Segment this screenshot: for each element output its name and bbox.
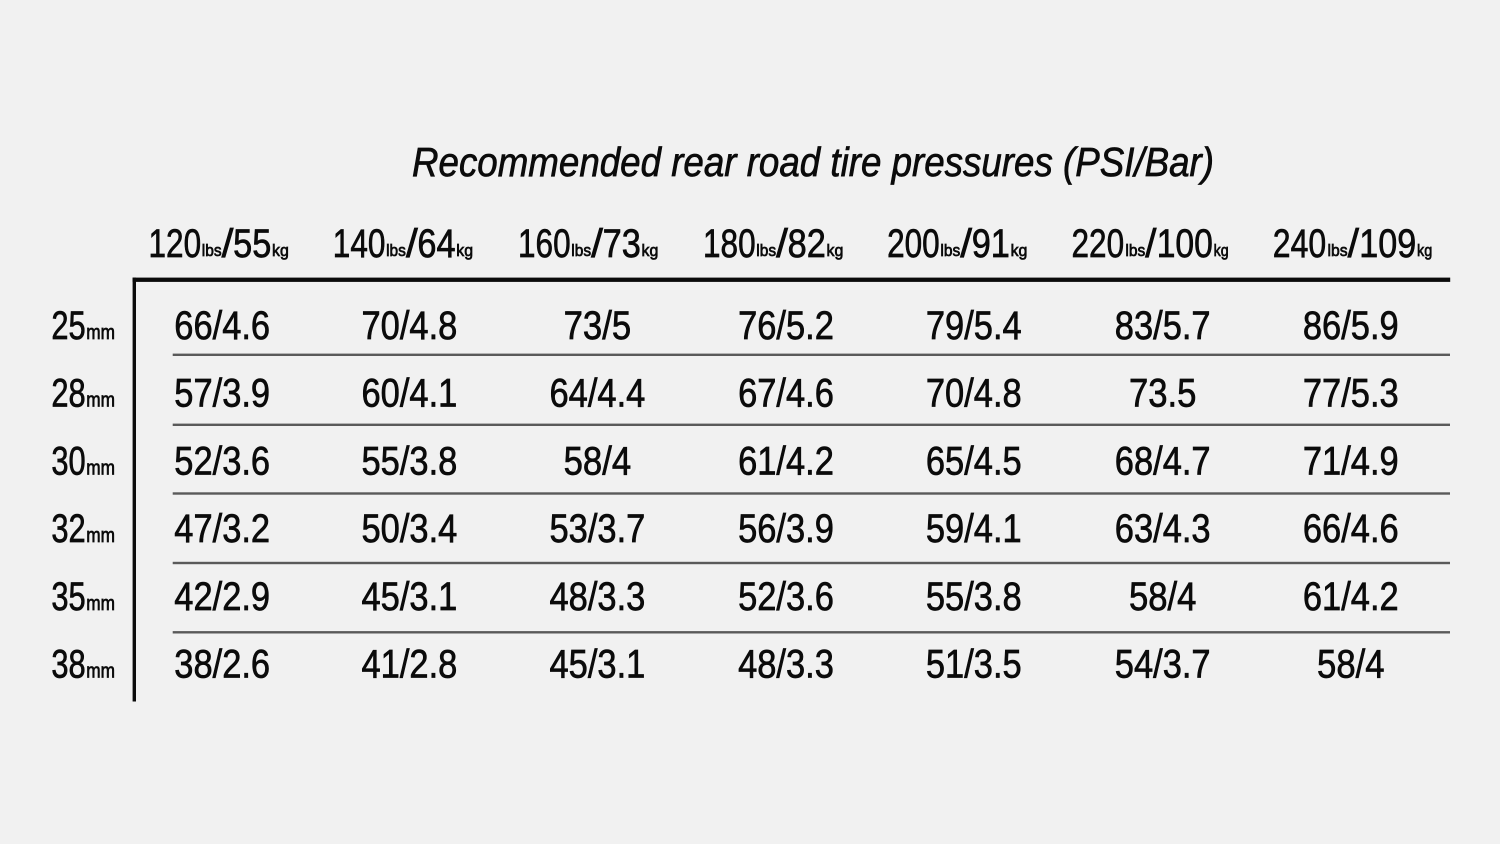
- svg-text:73: 73: [603, 222, 641, 266]
- svg-text:Recommended rear road tire pre: Recommended rear road tire pressures (PS…: [412, 139, 1214, 185]
- svg-text:79/5.4: 79/5.4: [926, 304, 1022, 348]
- svg-text:35: 35: [51, 575, 85, 619]
- svg-text:38/2.6: 38/2.6: [174, 643, 270, 687]
- svg-text:55/3.8: 55/3.8: [926, 575, 1022, 619]
- svg-text:kg: kg: [456, 241, 473, 260]
- svg-text:83/5.7: 83/5.7: [1115, 304, 1211, 348]
- svg-text:/: /: [591, 222, 604, 266]
- svg-text:91: 91: [972, 222, 1010, 266]
- svg-text:53/3.7: 53/3.7: [550, 507, 646, 551]
- svg-text:45/3.1: 45/3.1: [362, 575, 458, 619]
- svg-text:lbs: lbs: [940, 241, 960, 260]
- svg-text:50/3.4: 50/3.4: [362, 507, 458, 551]
- svg-text:82: 82: [788, 222, 826, 266]
- svg-text:lbs: lbs: [756, 241, 776, 260]
- svg-text:59/4.1: 59/4.1: [926, 507, 1022, 551]
- svg-text:/: /: [1348, 222, 1360, 266]
- svg-text:/: /: [776, 222, 789, 266]
- svg-text:68/4.7: 68/4.7: [1115, 440, 1211, 484]
- svg-text:64: 64: [417, 222, 455, 266]
- svg-text:mm: mm: [86, 593, 115, 615]
- svg-text:/: /: [222, 222, 235, 266]
- svg-text:lbs: lbs: [1328, 241, 1348, 260]
- svg-text:47/3.2: 47/3.2: [174, 507, 270, 551]
- svg-text:kg: kg: [272, 241, 289, 260]
- svg-text:65/4.5: 65/4.5: [926, 440, 1022, 484]
- svg-text:120: 120: [149, 222, 202, 266]
- svg-text:mm: mm: [86, 525, 115, 547]
- svg-text:58/4: 58/4: [1317, 643, 1385, 687]
- svg-text:/: /: [406, 222, 419, 266]
- svg-text:kg: kg: [827, 241, 844, 260]
- svg-text:kg: kg: [642, 241, 659, 260]
- svg-text:66/4.6: 66/4.6: [1303, 507, 1399, 551]
- svg-text:mm: mm: [86, 322, 115, 344]
- svg-text:lbs: lbs: [386, 241, 406, 260]
- svg-text:66/4.6: 66/4.6: [174, 304, 270, 348]
- svg-text:/: /: [960, 222, 973, 266]
- svg-text:51/3.5: 51/3.5: [926, 643, 1022, 687]
- svg-text:lbs: lbs: [202, 241, 222, 260]
- svg-text:54/3.7: 54/3.7: [1115, 643, 1211, 687]
- svg-text:/: /: [1145, 222, 1157, 266]
- svg-text:140: 140: [333, 222, 386, 266]
- svg-text:48/3.3: 48/3.3: [738, 643, 834, 687]
- svg-text:220: 220: [1072, 222, 1125, 266]
- svg-text:52/3.6: 52/3.6: [174, 440, 270, 484]
- svg-text:38: 38: [51, 643, 85, 687]
- svg-text:73.5: 73.5: [1129, 372, 1197, 416]
- svg-text:67/4.6: 67/4.6: [738, 372, 834, 416]
- svg-text:160: 160: [518, 222, 571, 266]
- svg-text:63/4.3: 63/4.3: [1115, 507, 1211, 551]
- svg-text:77/5.3: 77/5.3: [1303, 372, 1399, 416]
- svg-text:lbs: lbs: [571, 241, 591, 260]
- svg-text:57/3.9: 57/3.9: [174, 372, 270, 416]
- svg-text:48/3.3: 48/3.3: [550, 575, 646, 619]
- svg-text:109: 109: [1359, 222, 1416, 266]
- svg-text:70/4.8: 70/4.8: [926, 372, 1022, 416]
- svg-text:52/3.6: 52/3.6: [738, 575, 834, 619]
- svg-text:42/2.9: 42/2.9: [174, 575, 270, 619]
- svg-text:25: 25: [51, 304, 85, 348]
- svg-text:kg: kg: [1011, 241, 1028, 260]
- svg-text:mm: mm: [86, 458, 115, 480]
- svg-text:64/4.4: 64/4.4: [550, 372, 646, 416]
- svg-text:mm: mm: [86, 390, 115, 412]
- svg-text:180: 180: [703, 222, 756, 266]
- svg-text:71/4.9: 71/4.9: [1303, 440, 1399, 484]
- svg-text:28: 28: [51, 372, 85, 416]
- svg-text:200: 200: [887, 222, 940, 266]
- svg-text:58/4: 58/4: [564, 440, 632, 484]
- svg-text:55: 55: [233, 222, 271, 266]
- svg-text:55/3.8: 55/3.8: [362, 440, 458, 484]
- svg-text:58/4: 58/4: [1129, 575, 1197, 619]
- svg-text:76/5.2: 76/5.2: [738, 304, 834, 348]
- svg-text:32: 32: [51, 507, 85, 551]
- svg-text:240: 240: [1273, 222, 1326, 266]
- svg-text:45/3.1: 45/3.1: [550, 643, 646, 687]
- svg-text:kg: kg: [1214, 241, 1229, 260]
- svg-text:70/4.8: 70/4.8: [362, 304, 458, 348]
- svg-text:30: 30: [51, 440, 85, 484]
- svg-text:kg: kg: [1417, 241, 1432, 260]
- svg-text:100: 100: [1157, 222, 1213, 266]
- svg-text:61/4.2: 61/4.2: [1303, 575, 1399, 619]
- svg-text:73/5: 73/5: [564, 304, 632, 348]
- svg-text:56/3.9: 56/3.9: [738, 507, 834, 551]
- svg-text:41/2.8: 41/2.8: [362, 643, 458, 687]
- svg-text:60/4.1: 60/4.1: [362, 372, 458, 416]
- svg-text:mm: mm: [86, 661, 115, 683]
- svg-text:86/5.9: 86/5.9: [1303, 304, 1399, 348]
- svg-text:61/4.2: 61/4.2: [738, 440, 834, 484]
- svg-text:lbs: lbs: [1125, 241, 1145, 260]
